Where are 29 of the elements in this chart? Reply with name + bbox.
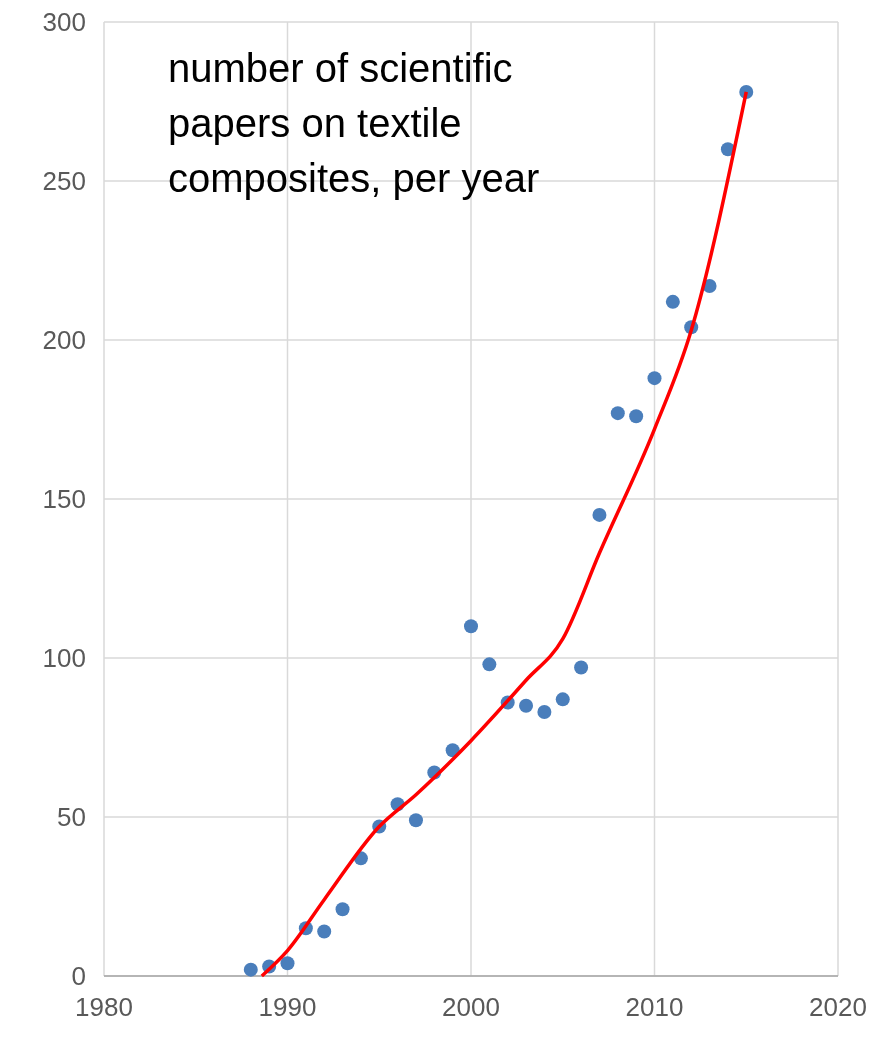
- point: [335, 902, 350, 917]
- point: [647, 371, 662, 386]
- point: [280, 956, 295, 971]
- point: [408, 813, 423, 828]
- y-tick-label: 0: [71, 961, 86, 992]
- x-tick-label: 2010: [625, 992, 684, 1022]
- y-tick-label: 50: [57, 802, 86, 833]
- point: [243, 962, 258, 977]
- point: [464, 619, 478, 634]
- y-tick-label: 200: [42, 325, 86, 356]
- point: [574, 660, 589, 675]
- point: [317, 924, 332, 939]
- point: [592, 507, 607, 522]
- x-tick-label: 2000: [442, 992, 500, 1022]
- y-tick-label: 250: [42, 166, 86, 197]
- y-tick-label: 100: [42, 643, 86, 674]
- point: [482, 657, 497, 672]
- point: [519, 698, 534, 713]
- y-tick-label: 150: [42, 484, 86, 515]
- y-tick-label: 300: [42, 7, 86, 38]
- point: [537, 705, 552, 720]
- x-tick-label: 2020: [809, 992, 867, 1022]
- point: [610, 406, 625, 421]
- x-tick-label: 1990: [258, 992, 317, 1022]
- point: [665, 294, 680, 309]
- annotation: number of scientific papers on textile composites, per year: [168, 46, 540, 200]
- x-tick-label: 1980: [75, 992, 133, 1022]
- point: [629, 409, 644, 424]
- point: [555, 692, 570, 707]
